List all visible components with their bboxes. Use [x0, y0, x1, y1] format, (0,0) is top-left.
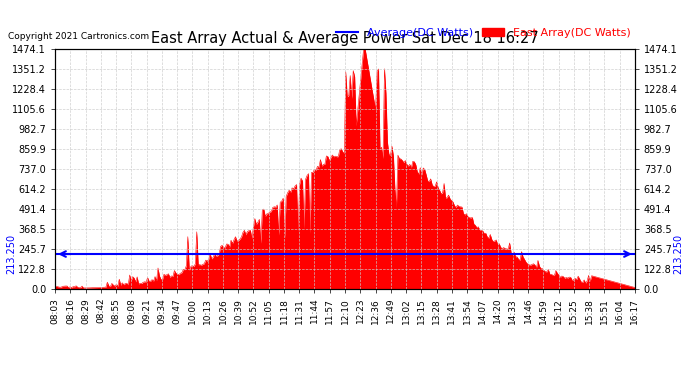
Text: Copyright 2021 Cartronics.com: Copyright 2021 Cartronics.com: [8, 32, 150, 41]
Title: East Array Actual & Average Power Sat Dec 18 16:27: East Array Actual & Average Power Sat De…: [151, 31, 539, 46]
Legend: Average(DC Watts), East Array(DC Watts): Average(DC Watts), East Array(DC Watts): [331, 23, 635, 42]
Text: 213.250: 213.250: [673, 234, 683, 274]
Text: 213.250: 213.250: [7, 234, 17, 274]
